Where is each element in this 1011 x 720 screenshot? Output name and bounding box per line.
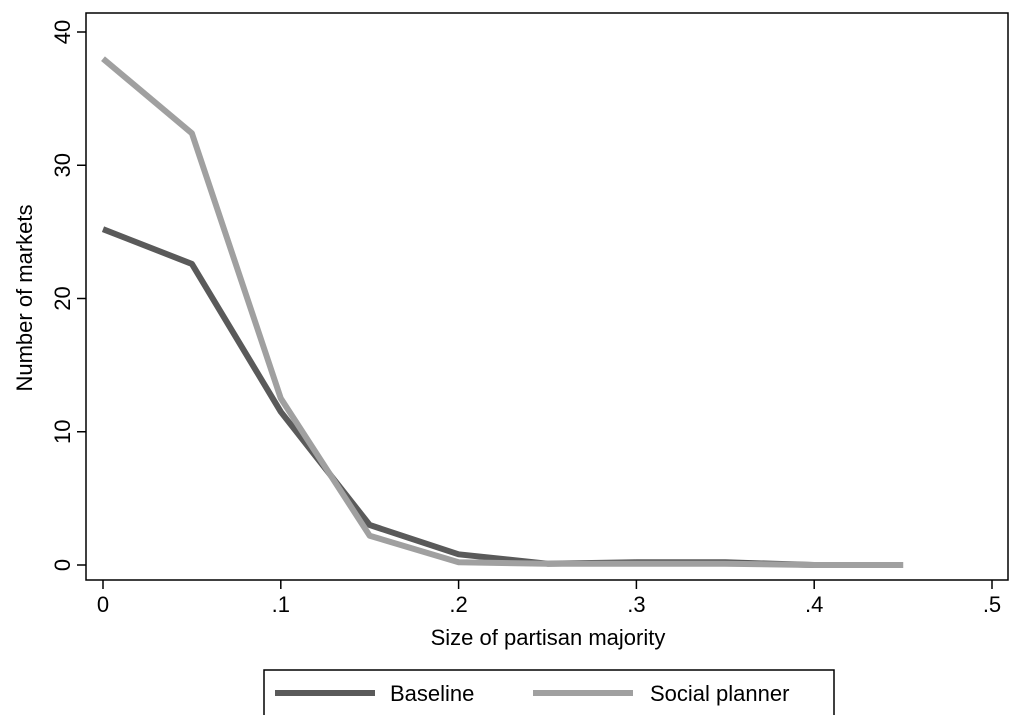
y-tick-label: 40 bbox=[50, 20, 75, 44]
legend: Baseline Social planner bbox=[275, 681, 789, 706]
x-tick-label: .2 bbox=[449, 592, 467, 617]
series-group bbox=[101, 56, 904, 568]
plot-frame bbox=[85, 12, 1009, 581]
y-axis: 0 10 20 30 40 bbox=[50, 20, 86, 571]
series-line-social-planner bbox=[101, 56, 904, 568]
x-tick-label: .5 bbox=[983, 592, 1001, 617]
y-tick-label: 0 bbox=[50, 559, 75, 571]
x-tick-label: .4 bbox=[805, 592, 823, 617]
x-axis-label: Size of partisan majority bbox=[431, 625, 666, 650]
y-tick-label: 20 bbox=[50, 286, 75, 310]
x-axis: 0 .1 .2 .3 .4 .5 bbox=[97, 580, 1001, 617]
x-tick-label: .1 bbox=[272, 592, 290, 617]
x-tick-label: 0 bbox=[97, 592, 109, 617]
y-tick-label: 10 bbox=[50, 420, 75, 444]
y-axis-label: Number of markets bbox=[12, 204, 37, 391]
x-tick-label: .3 bbox=[627, 592, 645, 617]
y-tick-label: 30 bbox=[50, 153, 75, 177]
legend-label-baseline: Baseline bbox=[390, 681, 474, 706]
legend-label-social-planner: Social planner bbox=[650, 681, 789, 706]
